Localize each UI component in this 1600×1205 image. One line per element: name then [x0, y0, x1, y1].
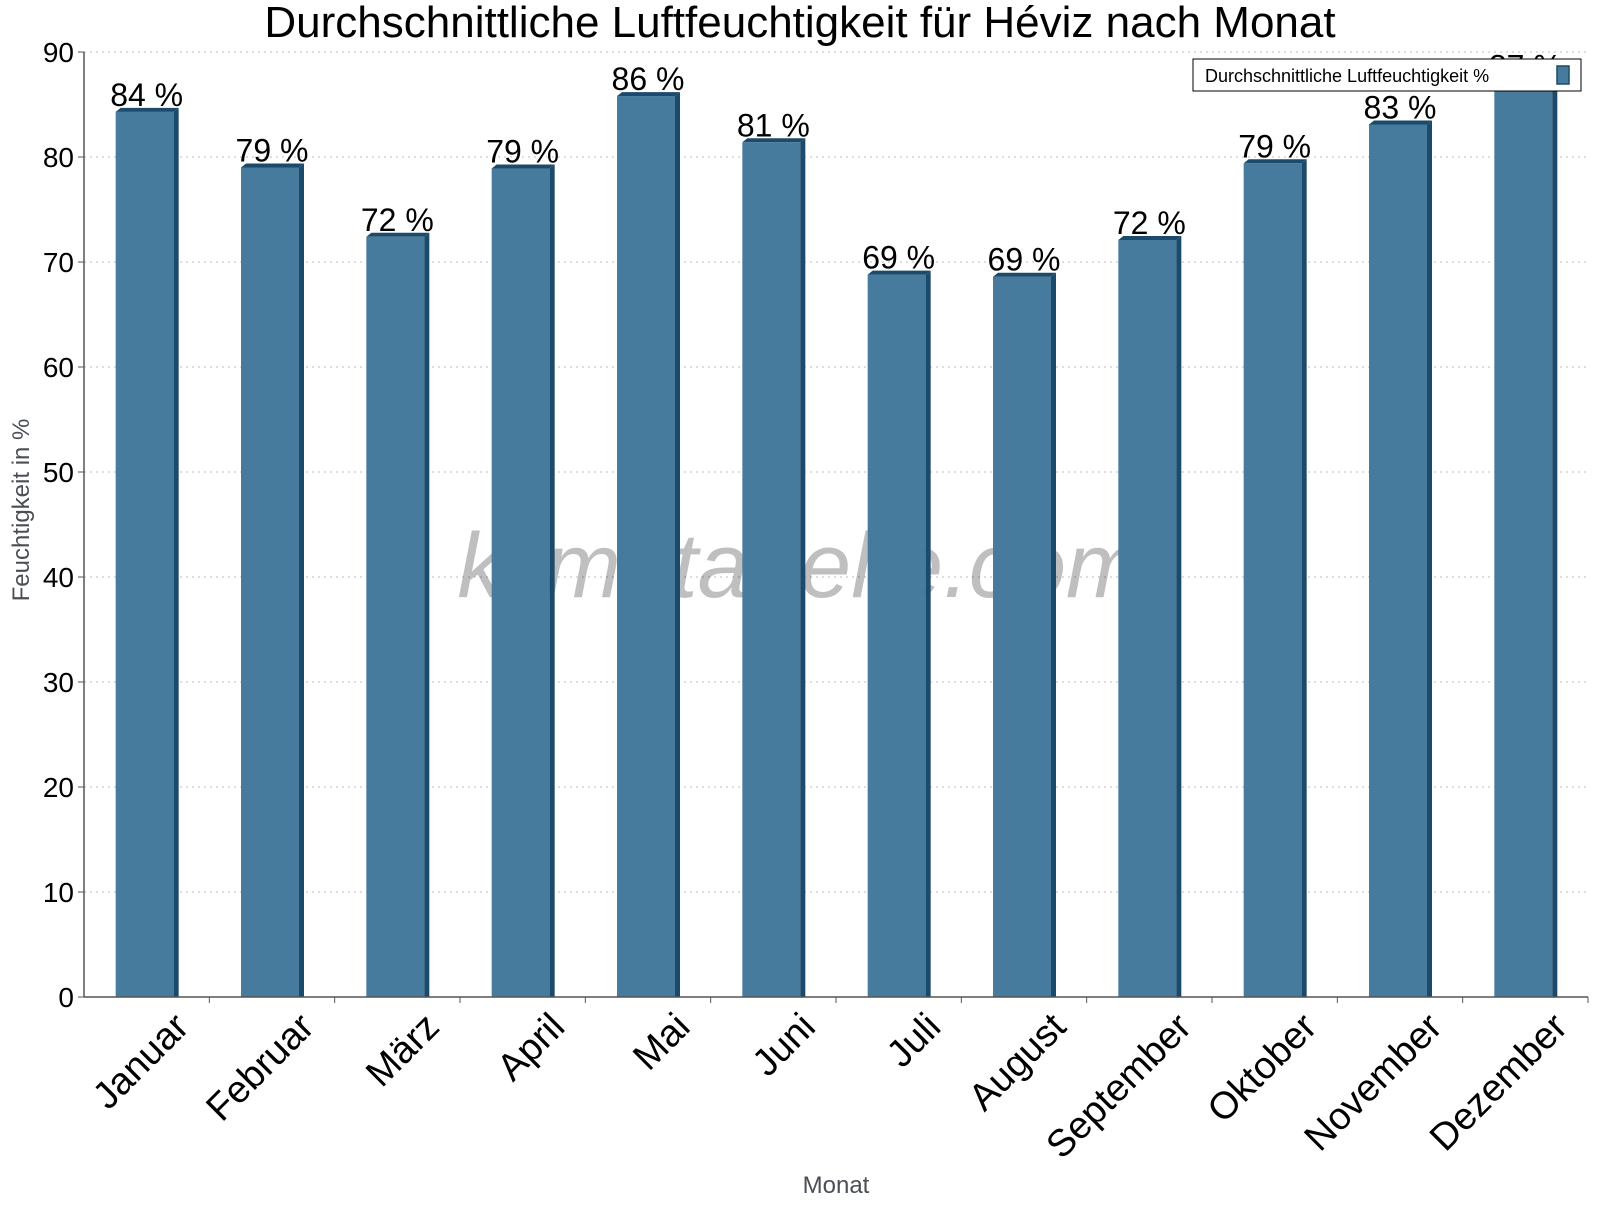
bar: [1369, 124, 1427, 997]
y-axis-title: Feuchtigkeit in %: [8, 419, 35, 602]
bar-top: [993, 272, 1056, 277]
bar: [115, 111, 174, 998]
bar-side: [299, 163, 304, 997]
bar-side: [173, 107, 179, 998]
bar: [617, 96, 675, 998]
data-label: 83 %: [1364, 89, 1437, 125]
bar-top: [366, 232, 430, 237]
data-label: 69 %: [862, 240, 935, 276]
grid-layer: [84, 51, 1588, 893]
y-tick-label: 0: [58, 982, 74, 1013]
data-label: 79 %: [236, 133, 309, 169]
bar: [1118, 239, 1177, 997]
bar-top: [867, 270, 931, 275]
bar-top: [1369, 120, 1432, 125]
legend-swatch: [1556, 65, 1570, 85]
bar-side: [1552, 79, 1558, 997]
data-label: 79 %: [486, 134, 559, 170]
bar-top: [1243, 159, 1307, 164]
x-tick-label: Januar: [85, 1005, 197, 1117]
data-label: 81 %: [737, 107, 810, 143]
bar: [366, 236, 425, 998]
y-tick-label: 90: [43, 37, 74, 68]
x-tick-label: April: [490, 1006, 573, 1089]
x-axis-title: Monat: [803, 1172, 870, 1199]
bar: [1494, 83, 1553, 997]
bar: [241, 167, 299, 997]
y-tick-label: 80: [43, 142, 74, 173]
x-tick-label: Dezember: [1422, 1005, 1576, 1159]
data-label: 72 %: [361, 202, 434, 238]
x-tick-label: März: [358, 1006, 447, 1095]
bar: [993, 276, 1051, 997]
data-label: 86 %: [612, 61, 685, 97]
bar-top: [491, 164, 555, 169]
bar-top: [1118, 235, 1182, 240]
bar-top: [742, 138, 806, 143]
bar-side: [1427, 120, 1432, 997]
x-tick-label: Mai: [625, 1006, 698, 1079]
bar-side: [549, 164, 555, 998]
x-tick-label: August: [961, 1005, 1075, 1119]
x-tick-label: Februar: [199, 1005, 323, 1129]
data-label: 84 %: [110, 77, 183, 113]
x-tick-label: Juni: [745, 1006, 824, 1085]
bar-side: [1301, 159, 1307, 998]
legend-box: [1192, 58, 1582, 92]
bar-top: [115, 107, 179, 112]
bar: [867, 274, 926, 998]
bar-side: [675, 92, 680, 998]
chart-title: Durchschnittliche Luftfeuchtigkeit für H…: [264, 0, 1335, 47]
y-tick-label: 50: [43, 457, 74, 488]
bar: [491, 168, 550, 998]
data-label: 69 %: [988, 242, 1061, 278]
y-tick-label: 40: [43, 562, 74, 593]
y-tick-label: 30: [43, 667, 74, 698]
bar-top: [617, 92, 680, 97]
bar: [742, 142, 801, 998]
y-tick-label: 20: [43, 772, 74, 803]
bar-side: [925, 270, 931, 998]
y-tick-label: 70: [43, 247, 74, 278]
x-tick-label: Oktober: [1200, 1005, 1326, 1131]
data-label: 79 %: [1238, 128, 1311, 164]
bar-side: [424, 232, 430, 998]
bar-side: [800, 138, 806, 998]
bars-layer: [115, 79, 1558, 998]
x-tick-label: Juli: [879, 1006, 949, 1076]
bar-top: [241, 163, 304, 168]
y-tick-label: 10: [43, 877, 74, 908]
data-label: 72 %: [1113, 205, 1186, 241]
bar-side: [1051, 272, 1056, 997]
bar: [1243, 163, 1302, 998]
axis-layer: 0 10 20 30 40 50 60 70 80 90: [43, 37, 1589, 1013]
legend-label: Durchschnittliche Luftfeuchtigkeit %: [1205, 66, 1489, 86]
legend: Durchschnittliche Luftfeuchtigkeit %: [1192, 58, 1582, 92]
bar-side: [1176, 235, 1182, 997]
y-tick-label: 60: [43, 352, 74, 383]
